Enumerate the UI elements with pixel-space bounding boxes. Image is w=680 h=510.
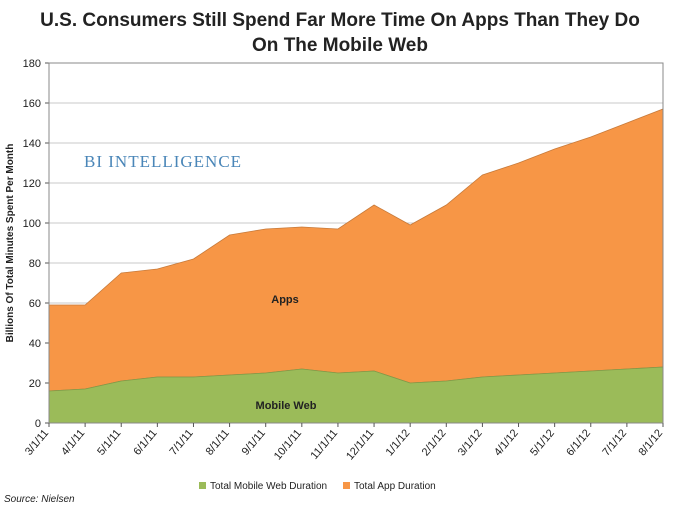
y-tick-label: 160 <box>23 98 41 110</box>
x-tick-label: 2/1/12 <box>420 427 449 458</box>
chart-title-line-2: On The Mobile Web <box>252 35 428 56</box>
y-tick-label: 140 <box>23 138 41 150</box>
chart-title-line-1: U.S. Consumers Still Spend Far More Time… <box>40 10 640 31</box>
legend-label-app: Total App Duration <box>354 481 436 492</box>
y-axis-title: Billions Of Total Minutes Spent Per Mont… <box>5 144 16 343</box>
apps-area-label: Apps <box>271 294 299 306</box>
x-tick-label: 7/1/12 <box>600 427 629 458</box>
x-tick-label: 6/1/12 <box>564 427 593 458</box>
legend-label-mobile-web: Total Mobile Web Duration <box>210 481 327 492</box>
x-tick-label: 8/1/11 <box>204 427 232 458</box>
mobile-web-area-label: Mobile Web <box>256 400 317 412</box>
y-tick-label: 60 <box>29 298 41 310</box>
x-tick-label: 8/1/12 <box>636 427 665 458</box>
y-tick-label: 180 <box>23 58 41 70</box>
area-mobile-web-duration <box>48 366 664 424</box>
y-tick-label: 80 <box>29 258 41 270</box>
x-tick-label: 4/1/12 <box>492 427 521 458</box>
x-tick-label: 5/1/12 <box>528 427 557 458</box>
x-tick-label: 5/1/11 <box>95 427 123 458</box>
x-tick-label: 10/1/11 <box>272 427 304 462</box>
legend-swatch-app <box>343 482 350 489</box>
x-tick-label: 6/1/11 <box>131 427 159 458</box>
x-tick-label: 7/1/11 <box>167 427 195 458</box>
x-tick-label: 12/1/11 <box>344 427 376 462</box>
chart-title: U.S. Consumers Still Spend Far More Time… <box>0 8 680 58</box>
source-note: Source: Nielsen <box>4 494 75 505</box>
y-tick-label: 100 <box>23 218 41 230</box>
x-tick-label: 1/1/12 <box>384 427 413 458</box>
x-tick-label: 3/1/11 <box>23 427 51 458</box>
legend-swatch-mobile-web <box>199 482 206 489</box>
y-tick-label: 0 <box>35 418 41 430</box>
y-tick-label: 20 <box>29 378 41 390</box>
x-tick-label: 4/1/11 <box>59 427 87 458</box>
x-tick-label: 3/1/12 <box>456 427 485 458</box>
x-tick-label: 9/1/11 <box>240 427 268 458</box>
y-tick-label: 120 <box>23 178 41 190</box>
x-tick-label: 11/1/11 <box>308 427 340 462</box>
y-tick-label: 40 <box>29 338 41 350</box>
bi-intelligence-watermark: BI INTELLIGENCE <box>84 152 242 171</box>
plot-border <box>48 62 664 424</box>
